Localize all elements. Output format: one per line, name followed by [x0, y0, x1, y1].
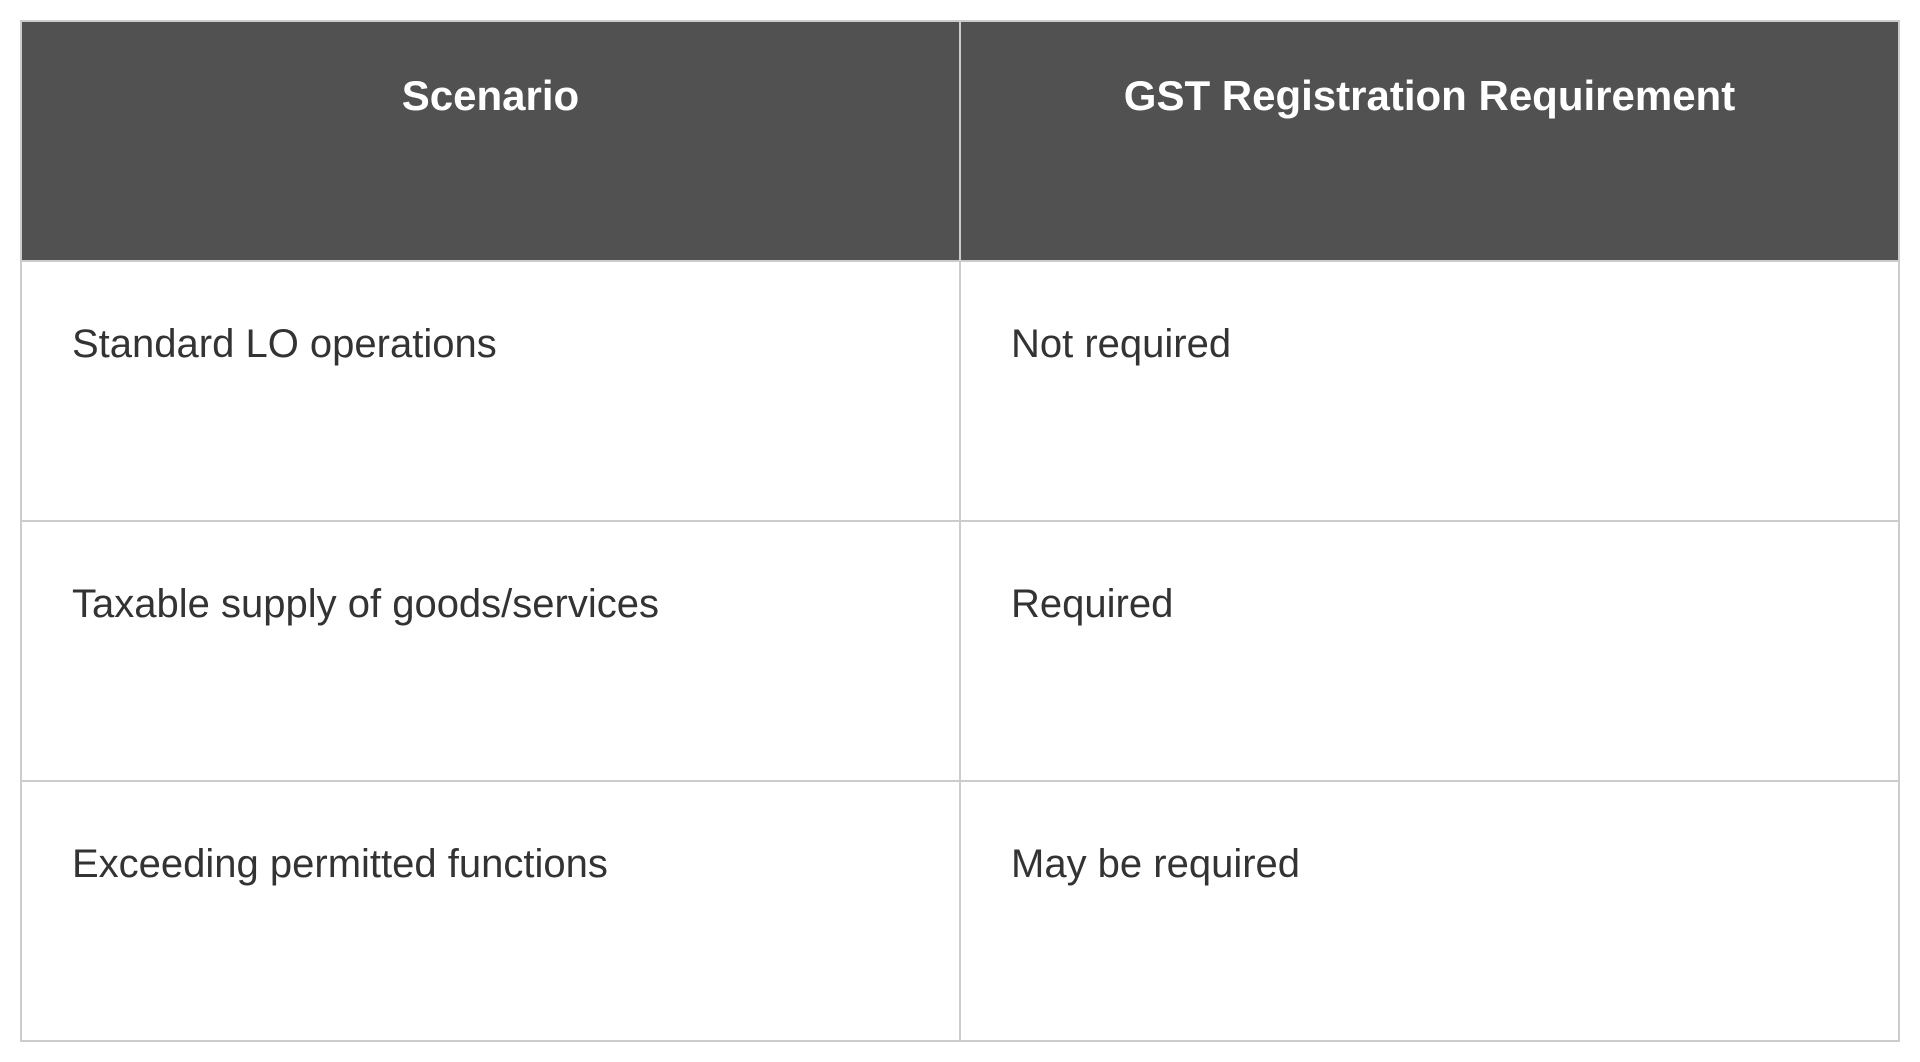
table-header-row: Scenario GST Registration Requirement — [21, 21, 1899, 261]
cell-scenario: Taxable supply of goods/services — [21, 521, 960, 781]
cell-scenario: Standard LO operations — [21, 261, 960, 521]
column-header-scenario: Scenario — [21, 21, 960, 261]
gst-registration-table: Scenario GST Registration Requirement St… — [20, 20, 1900, 1042]
table-header: Scenario GST Registration Requirement — [21, 21, 1899, 261]
table-row: Standard LO operations Not required — [21, 261, 1899, 521]
cell-requirement: Required — [960, 521, 1899, 781]
table-row: Taxable supply of goods/services Require… — [21, 521, 1899, 781]
table-body: Standard LO operations Not required Taxa… — [21, 261, 1899, 1041]
table-row: Exceeding permitted functions May be req… — [21, 781, 1899, 1041]
cell-scenario: Exceeding permitted functions — [21, 781, 960, 1041]
cell-requirement: May be required — [960, 781, 1899, 1041]
cell-requirement: Not required — [960, 261, 1899, 521]
column-header-requirement: GST Registration Requirement — [960, 21, 1899, 261]
gst-table-container: Scenario GST Registration Requirement St… — [20, 20, 1900, 1042]
